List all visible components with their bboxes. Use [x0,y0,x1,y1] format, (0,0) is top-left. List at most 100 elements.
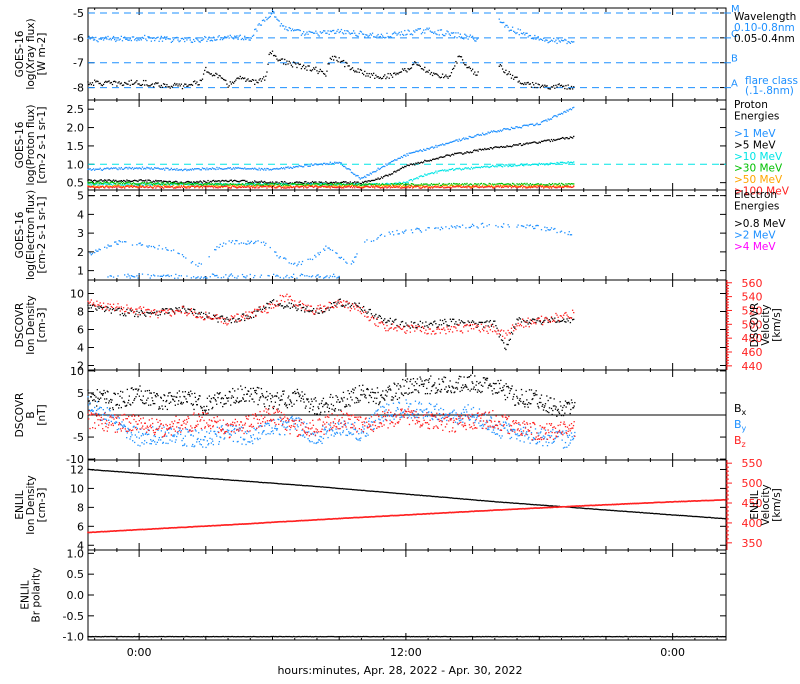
data-point [202,182,203,183]
data-point [182,254,183,255]
data-point [301,307,302,308]
data-point [381,318,382,319]
data-point [429,227,430,228]
data-point [292,66,293,67]
data-point [167,313,168,314]
data-point [442,74,443,75]
data-point [266,168,267,169]
data-point [244,276,245,277]
data-point [389,328,390,329]
data-point [249,318,250,319]
data-point [201,276,202,277]
data-point [507,344,508,345]
data-point [502,183,503,184]
data-point [250,182,251,183]
data-point [337,163,338,164]
data-point [422,184,423,185]
data-point [331,303,332,304]
data-point [553,163,554,164]
data-point [526,125,527,126]
data-point [275,187,276,188]
data-point [540,124,541,125]
data-point [221,321,222,322]
data-point [506,344,507,345]
data-point [240,181,241,182]
data-point [277,184,278,185]
data-point [162,181,163,182]
data-point [246,314,247,315]
data-point [403,326,404,327]
data-point [406,184,407,185]
data-point [551,187,552,188]
data-point [210,186,211,187]
data-point [364,241,365,242]
data-point [118,39,119,40]
data-point [269,307,270,308]
data-point [404,30,405,31]
data-point [374,184,375,185]
data-point [530,35,531,36]
data-point [227,319,228,320]
data-point [214,315,215,316]
data-point [227,36,228,37]
data-point [158,41,159,42]
data-point [108,245,109,246]
data-point [123,315,124,316]
data-point [390,328,391,329]
data-point [267,183,268,184]
data-point [443,323,444,324]
data-point [421,185,422,186]
data-point [241,39,242,40]
data-point [472,152,473,153]
data-point [194,183,195,184]
data-point [120,184,121,185]
data-point [280,60,281,61]
data-point [457,32,458,33]
data-point [416,185,417,186]
data-point [363,177,364,178]
data-point [494,184,495,185]
data-point [480,167,481,168]
data-point [303,307,304,308]
data-point [194,80,195,81]
data-point [196,81,197,82]
data-point [317,184,318,185]
data-point [291,263,292,264]
data-point [325,183,326,184]
data-point [107,244,108,245]
data-point [522,145,523,146]
data-point [88,303,89,304]
data-point [356,182,357,183]
data-point [144,183,145,184]
data-point [362,307,363,308]
data-point [345,167,346,168]
data-point [477,134,478,135]
data-point [380,322,381,323]
data-point [543,184,544,185]
data-point [286,305,287,306]
data-point [254,275,255,276]
data-point [384,328,385,329]
data-point [95,182,96,183]
data-point [399,233,400,234]
data-point [118,167,119,168]
data-point [533,141,534,142]
data-point [275,183,276,184]
data-point [313,308,314,309]
data-point [445,33,446,34]
data-point [202,187,203,188]
data-point [459,226,460,227]
data-point [277,60,278,61]
data-point [528,184,529,185]
data-point [87,180,88,181]
data-point [471,152,472,153]
data-point [509,71,510,72]
data-point [390,174,391,175]
data-point [522,185,523,186]
data-point [117,303,118,304]
data-point [210,168,211,169]
data-point [253,186,254,187]
data-point [114,185,115,186]
data-point [376,76,377,77]
data-point [564,232,565,233]
